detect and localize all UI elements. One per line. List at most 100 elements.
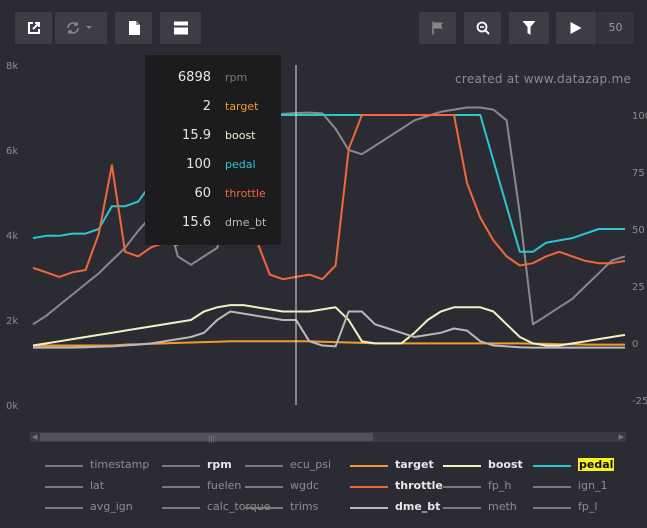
legend-item-boost[interactable]: boost [443, 455, 543, 475]
legend-swatch [443, 486, 481, 488]
legend-item-timestamp[interactable]: timestamp [45, 455, 149, 475]
right-axis-tick: 100 [632, 111, 647, 122]
share-icon [27, 22, 40, 34]
flag-icon [431, 21, 443, 35]
filter-icon [522, 21, 536, 35]
legend-label: pedal [578, 458, 615, 471]
legend-label: calc_torque [207, 500, 271, 513]
right-axis-tick: 0 [632, 339, 638, 350]
tooltip-value: 15.9 [182, 128, 211, 143]
legend-label: lat [90, 479, 105, 492]
legend-label: fp_h [488, 479, 512, 492]
legend-swatch [162, 465, 200, 467]
legend-swatch [533, 507, 571, 509]
scroll-left-icon[interactable]: ◀ [32, 433, 38, 441]
legend-item-target[interactable]: target [350, 455, 450, 475]
legend-item-throttle[interactable]: throttle [350, 476, 450, 496]
series-line-boost [32, 304, 626, 347]
refresh-icon [67, 22, 92, 34]
range-scrollbar[interactable]: ◀ ||| ▶ [30, 432, 626, 443]
play-button[interactable] [556, 12, 596, 44]
legend-swatch [350, 507, 388, 509]
series-line-throttle [32, 114, 626, 281]
legend-item-avg-ign[interactable]: avg_ign [45, 497, 145, 517]
legend-item-fp-h[interactable]: fp_h [443, 476, 543, 496]
legend-swatch [443, 465, 481, 467]
left-axis-tick: 8k [6, 61, 18, 72]
legend-label: timestamp [90, 458, 150, 471]
series-line-pedal [32, 114, 625, 253]
left-axis-tick: 4k [6, 231, 18, 242]
tooltip-label: boost [225, 129, 256, 142]
legend-item-fp-l[interactable]: fp_l [533, 497, 643, 517]
chart[interactable]: 8k 6k 4k 2k 0k 100 75 50 25 0 -25 [0, 50, 647, 425]
legend-label: throttle [395, 479, 443, 492]
legend-swatch [245, 465, 283, 467]
legend-label: fuelen [207, 479, 242, 492]
legend-label: dme_bt [395, 500, 441, 513]
tooltip-row-rpm: 6898 rpm [145, 68, 281, 88]
file-icon [128, 21, 140, 35]
legend-item-wgdc[interactable]: wgdc [245, 476, 345, 496]
right-axis-tick: 25 [632, 282, 645, 293]
legend-swatch [45, 486, 83, 488]
tooltip-row-pedal: 100 pedal [145, 155, 281, 175]
data-tooltip: 6898 rpm 2 target 15.9 boost 100 pedal 6… [145, 55, 281, 245]
legend-item-trims[interactable]: trims [245, 497, 345, 517]
tooltip-row-boost: 15.9 boost [145, 126, 281, 146]
legend-item-lat[interactable]: lat [45, 476, 145, 496]
tooltip-value: 2 [202, 99, 211, 114]
legend-swatch [350, 486, 388, 488]
tooltip-value: 60 [194, 186, 211, 201]
tooltip-label: dme_bt [225, 216, 267, 229]
legend-swatch [533, 465, 571, 467]
playback-speed-field[interactable]: 50 [597, 12, 634, 44]
legend-label: meth [488, 500, 517, 513]
legend-label: rpm [207, 458, 232, 471]
legend-swatch [162, 507, 200, 509]
tooltip-label: pedal [225, 158, 256, 171]
left-axis-tick: 2k [6, 316, 18, 327]
zoom-out-icon [476, 21, 490, 35]
grip-icon: ||| [208, 435, 216, 443]
legend-item-ecu-psi[interactable]: ecu_psi [245, 455, 345, 475]
legend-label: target [395, 458, 434, 471]
flag-button[interactable] [419, 12, 456, 44]
tooltip-row-target: 2 target [145, 97, 281, 117]
play-icon [570, 22, 582, 34]
tooltip-label: rpm [225, 71, 248, 84]
tooltip-row-throttle: 60 throttle [145, 184, 281, 204]
legend-swatch [245, 486, 283, 488]
legend-label: avg_ign [90, 500, 133, 513]
legend-label: trims [290, 500, 319, 513]
legend-item-fuelen[interactable]: fuelen [162, 476, 262, 496]
tooltip-label: throttle [225, 187, 266, 200]
tooltip-value: 100 [186, 157, 211, 172]
legend-label: ecu_psi [290, 458, 332, 471]
zoom-out-button[interactable] [464, 12, 501, 44]
tooltip-row-dme-bt: 15.6 dme_bt [145, 213, 281, 233]
scroll-thumb[interactable]: ||| [40, 433, 373, 443]
legend-item-meth[interactable]: meth [443, 497, 543, 517]
layout-button[interactable] [160, 12, 201, 44]
scroll-right-icon[interactable]: ▶ [618, 433, 624, 441]
left-axis-tick: 0k [6, 401, 18, 412]
series-line-dme-bt [33, 310, 625, 349]
left-axis-tick: 6k [6, 146, 18, 157]
filter-button[interactable] [509, 12, 549, 44]
legend-item-calc-torque[interactable]: calc_torque [162, 497, 271, 517]
legend-item-rpm[interactable]: rpm [162, 455, 262, 475]
legend-label: fp_l [578, 500, 598, 513]
legend-swatch [533, 486, 571, 488]
refresh-menu-button[interactable] [55, 12, 107, 44]
legend-item-ign-1[interactable]: ign_1 [533, 476, 643, 496]
tooltip-value: 15.6 [182, 215, 211, 230]
share-button[interactable] [15, 12, 52, 44]
legend-swatch [45, 465, 83, 467]
legend-label: boost [488, 458, 523, 471]
file-button[interactable] [115, 12, 152, 44]
watermark: created at www.datazap.me [455, 72, 632, 86]
legend-item-dme-bt[interactable]: dme_bt [350, 497, 450, 517]
legend-item-pedal[interactable]: pedal [533, 455, 643, 475]
layout-icon [173, 21, 188, 35]
